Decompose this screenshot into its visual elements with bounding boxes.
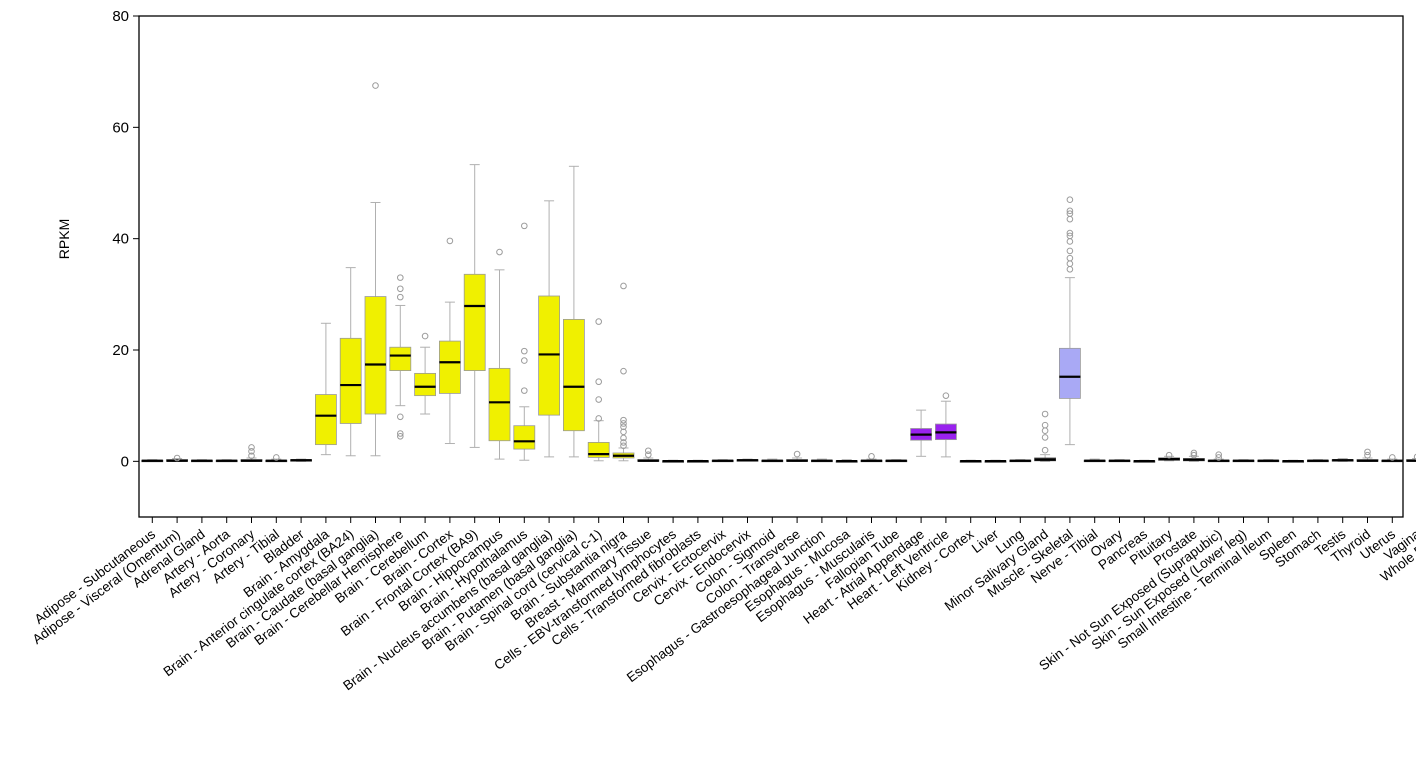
outlier-point [1190, 451, 1198, 459]
outlier-point [1066, 265, 1074, 273]
outlier-point [620, 428, 627, 436]
outlier-point [620, 282, 627, 290]
outlier-point [248, 452, 255, 460]
box-iqr [364, 296, 387, 415]
outlier-point [397, 274, 404, 281]
outlier-point [173, 454, 181, 462]
box-iqr [538, 295, 560, 416]
outlier-point [1066, 238, 1074, 245]
box-iqr [314, 394, 337, 446]
outlier-point [620, 420, 627, 427]
outlier-point [1364, 448, 1371, 456]
outlier-point [620, 434, 627, 442]
outlier-point [397, 293, 404, 301]
outlier-point [1165, 451, 1173, 459]
outlier-point [521, 357, 528, 364]
outlier-point [620, 442, 627, 450]
outlier-point [793, 450, 801, 458]
outlier-point [1041, 410, 1049, 418]
box-iqr [1059, 347, 1081, 399]
outlier-point [1041, 446, 1049, 454]
outlier-point [620, 423, 627, 431]
box-iqr [339, 337, 362, 424]
outlier-point [1041, 427, 1049, 435]
y-axis-title: RPKM [56, 219, 72, 259]
outlier-point [248, 448, 255, 455]
outlier-point [397, 430, 404, 437]
outlier-point [421, 332, 429, 340]
outlier-point [521, 222, 528, 230]
y-tick-label: 60 [112, 119, 129, 136]
outlier-point [1066, 207, 1074, 215]
box-iqr [563, 318, 585, 432]
outlier-point [397, 285, 404, 293]
outlier-point [248, 444, 255, 451]
outlier-point [496, 248, 503, 256]
outlier-point [397, 413, 404, 421]
outlier-point [1215, 454, 1222, 461]
outlier-point [868, 453, 875, 460]
outlier-point [1190, 449, 1198, 457]
outlier-point [397, 432, 404, 440]
outlier-point [1041, 421, 1049, 429]
outlier-point [645, 447, 652, 455]
outlier-point [1041, 434, 1049, 441]
outlier-point [372, 82, 379, 89]
box-iqr [389, 346, 412, 371]
outlier-point [1066, 229, 1074, 237]
outlier-point [273, 454, 280, 461]
outlier-point [1066, 254, 1074, 262]
y-tick-label: 80 [112, 8, 129, 25]
outlier-point [1066, 260, 1074, 268]
box-iqr [438, 340, 461, 394]
outlier-point [1389, 454, 1396, 461]
outlier-point [1066, 247, 1074, 255]
outlier-point [645, 451, 652, 458]
y-tick-label: 0 [121, 453, 129, 470]
box-iqr [414, 372, 437, 397]
outlier-point [620, 416, 627, 424]
box-iqr [463, 273, 486, 371]
box-iqr [488, 367, 511, 442]
outlier-point [1066, 196, 1074, 203]
outlier-point [1066, 215, 1074, 223]
plot-frame [138, 15, 1404, 518]
outlier-point [595, 396, 603, 403]
y-tick-label: 40 [112, 231, 129, 248]
outlier-point [620, 367, 627, 375]
outlier-point [942, 392, 950, 399]
outlier-point [1364, 451, 1371, 459]
outlier-point [1215, 451, 1222, 458]
outlier-point [446, 237, 454, 245]
outlier-point [521, 347, 528, 355]
box-iqr [513, 425, 536, 450]
outlier-point [620, 439, 627, 446]
y-tick-label: 20 [112, 342, 129, 359]
outlier-point [595, 318, 603, 325]
outlier-point [521, 387, 528, 394]
outlier-point [595, 378, 603, 386]
outlier-point [1413, 453, 1416, 460]
outlier-point [595, 415, 603, 422]
x-tick-label: Adipose - Visceral (Omentum) [30, 526, 183, 647]
